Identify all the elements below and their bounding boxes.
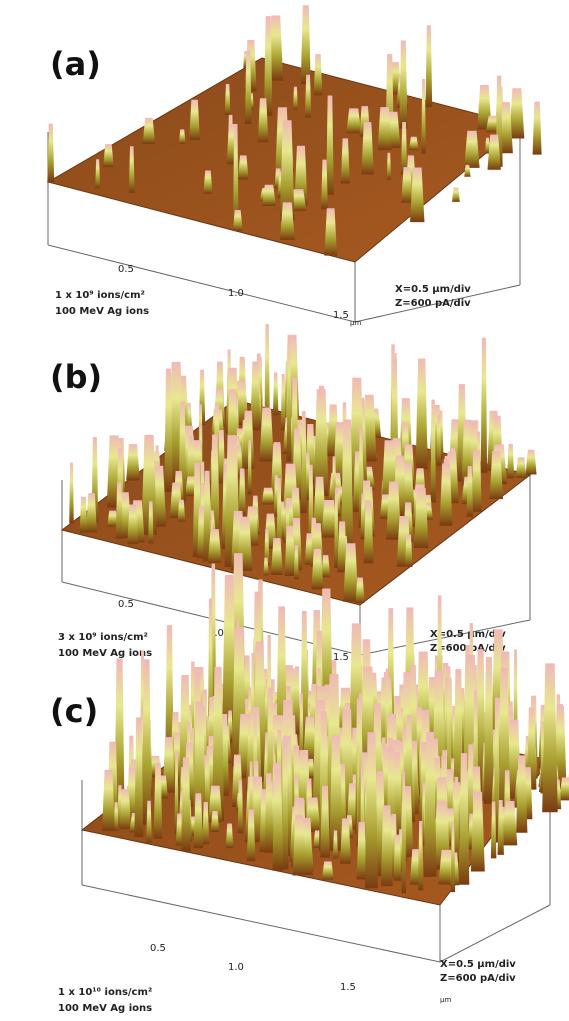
surface-spike: [399, 41, 407, 129]
afm-panel: (a) 0.5 1.0 1.5µm 1 x 10⁹ ions/cm² 100 MeV Ag…: [47, 5, 541, 327]
panel-label: (b): [50, 358, 102, 396]
surface-spike: [509, 88, 524, 138]
z-scale: Z=600 pA/div: [440, 973, 516, 984]
x-tick-label: 1.5: [333, 310, 349, 321]
ion-beam: 100 MeV Ag ions: [58, 648, 152, 659]
ion-beam: 100 MeV Ag ions: [58, 1003, 152, 1014]
surface-spike: [481, 338, 487, 473]
surface-spike: [69, 463, 74, 524]
x-scale: X=0.5 µm/div: [440, 959, 516, 970]
panel-label: (c): [50, 692, 98, 730]
x-tick-label: 1.5: [340, 982, 356, 993]
surface-spike: [416, 358, 428, 469]
x-tick-label: 1.0: [228, 962, 244, 973]
x-tick-label: 1.0: [228, 288, 244, 299]
surface-spike: [516, 457, 527, 477]
unit-label: µm: [350, 319, 361, 327]
surface-spike: [126, 444, 140, 480]
surface-spike: [301, 5, 311, 84]
surface-spike: [507, 444, 514, 478]
afm-panel: (c) 0.5 1.0 1.5 µm 1 x 10¹⁰ ions/cm² 100 MeV A…: [50, 553, 569, 1014]
surface-spike: [273, 372, 279, 415]
z-scale: Z=600 pA/div: [395, 298, 471, 309]
surface-spike: [421, 79, 426, 154]
x-tick-label: 0.5: [150, 943, 166, 954]
fluence: 3 x 10⁹ ions/cm²: [58, 632, 148, 643]
unit-label: µm: [440, 996, 451, 1004]
surface-spike: [526, 450, 537, 475]
x-tick-label: 0.5: [118, 599, 134, 610]
surface-spike: [484, 657, 494, 804]
ion-beam: 100 MeV Ag ions: [55, 306, 149, 317]
surface-spike: [80, 497, 88, 533]
surface-spike: [533, 102, 542, 155]
fluence: 1 x 10⁹ ions/cm²: [55, 290, 145, 301]
surface-spike: [426, 25, 433, 107]
figure: (a)0.51.01.5µm1 x 10⁹ ions/cm²100 MeV Ag…: [0, 0, 569, 1021]
page: {"panels": [ {"label": "(a)", "fluence":…: [0, 0, 569, 1021]
surface-spike: [452, 188, 460, 202]
surface-spike: [314, 54, 323, 95]
fluence: 1 x 10¹⁰ ions/cm²: [58, 987, 152, 998]
x-tick-label: 0.5: [118, 264, 134, 275]
afm-panel: (b)0.51.01.5µm3 x 10⁹ ions/cm²100 MeV Ag…: [50, 324, 537, 672]
x-scale: X=0.5 µm/div: [395, 284, 471, 295]
surface-spike: [542, 663, 558, 812]
panel-label: (a): [50, 45, 101, 83]
